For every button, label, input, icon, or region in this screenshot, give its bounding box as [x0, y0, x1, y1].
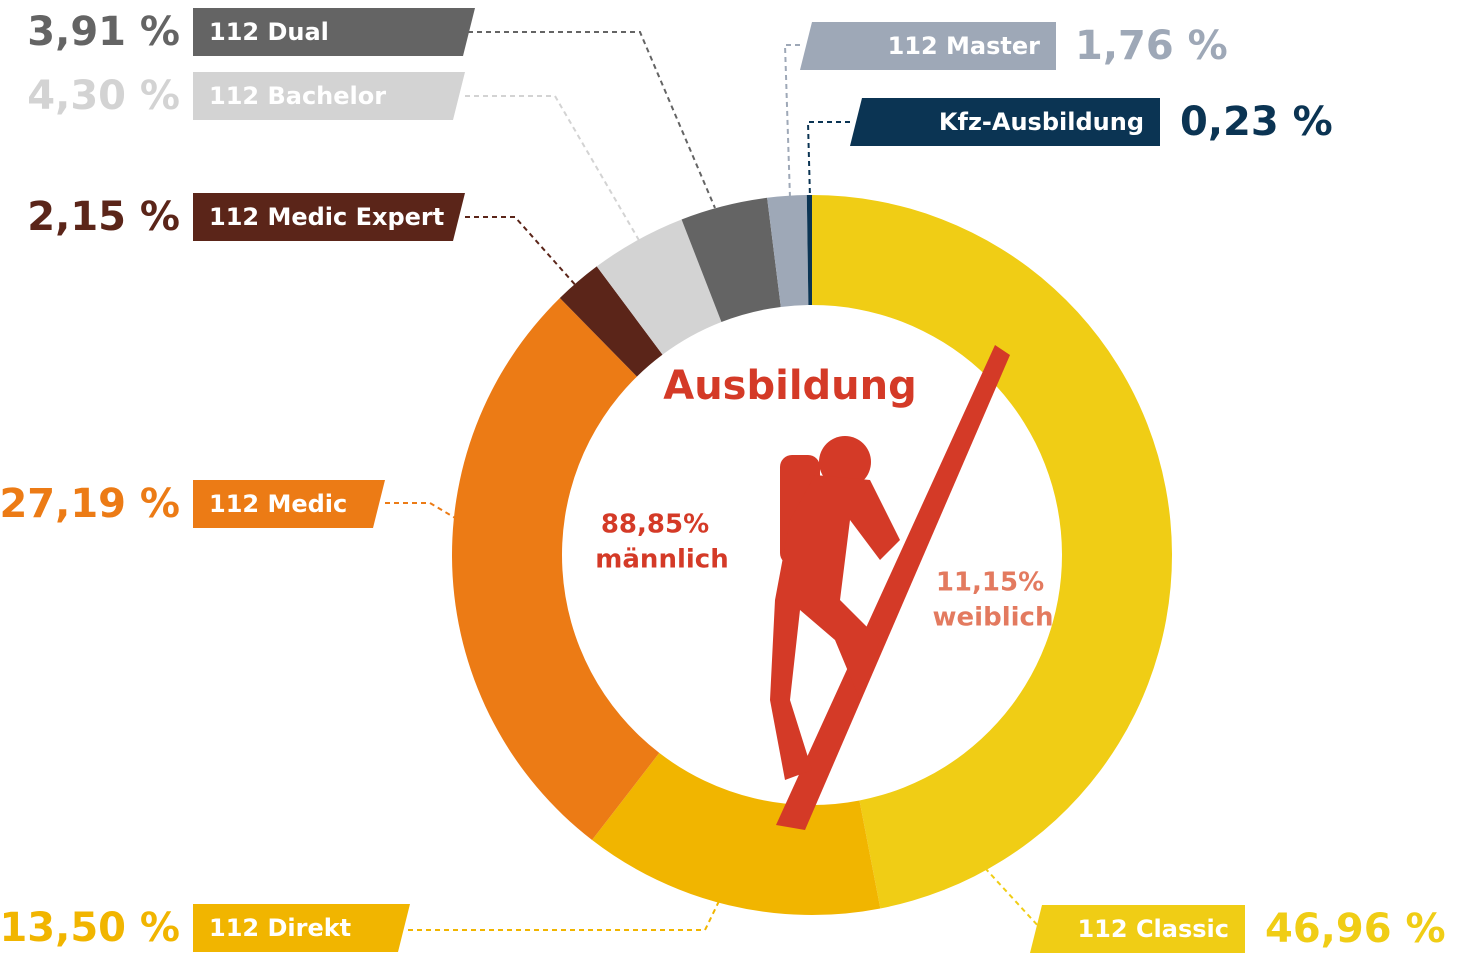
label-tag	[850, 98, 1160, 146]
donut-slice	[559, 266, 663, 377]
data-label: 13,50 %	[0, 905, 180, 951]
firefighter-illustration	[770, 345, 1010, 830]
label-tag	[193, 193, 465, 241]
leader-line	[465, 95, 641, 243]
label-tag	[193, 904, 410, 952]
data-label: 3,91 %	[27, 9, 180, 55]
data-label: 46,96 %	[1265, 906, 1446, 952]
donut-slice	[592, 752, 881, 916]
data-label: 1,76 %	[1075, 23, 1228, 69]
leader-line	[408, 894, 723, 931]
label-tag	[800, 22, 1056, 70]
donut-slice	[681, 197, 781, 322]
legend-label: 112 Classic	[1077, 915, 1229, 943]
legend-label: 112 Medic Expert	[209, 203, 444, 231]
legend-label: 112 Medic	[209, 490, 347, 518]
data-label: 27,19 %	[0, 481, 180, 527]
data-label: 0,23 %	[1180, 99, 1333, 145]
data-label: 4,30 %	[27, 73, 180, 119]
chart-title: Ausbildung	[663, 363, 917, 409]
donut	[452, 195, 1172, 916]
data-label: 2,15 %	[27, 194, 180, 240]
legend-label: 112 Bachelor	[209, 82, 386, 110]
labels: 112 Classic 46,96 % 112 Direkt 13,50 % 112 M…	[0, 8, 1446, 953]
annotation: 88,85%	[601, 510, 709, 540]
donut-slice	[806, 195, 812, 306]
label-tag	[193, 72, 465, 120]
leader-line	[465, 216, 579, 289]
donut-slice	[812, 195, 1172, 909]
legend-label: 112 Direkt	[209, 914, 351, 942]
annotation: weiblich	[933, 603, 1054, 633]
annotation: 11,15%	[936, 568, 1044, 598]
leader-line	[806, 121, 850, 199]
annotation: männlich	[595, 545, 728, 575]
leader-line	[468, 31, 716, 209]
donut-slice	[452, 298, 660, 841]
donut-slice	[767, 195, 809, 307]
leader-line	[385, 502, 463, 523]
label-tag	[1030, 905, 1245, 953]
legend-label: 112 Dual	[209, 18, 329, 46]
label-tag	[193, 480, 385, 528]
label-tag	[193, 8, 475, 56]
leader-line	[984, 867, 1041, 929]
legend-label: 112 Master	[888, 32, 1041, 60]
donut-slice	[596, 219, 722, 355]
legend-label: Kfz-Ausbildung	[939, 108, 1144, 136]
leader-line	[783, 44, 800, 199]
